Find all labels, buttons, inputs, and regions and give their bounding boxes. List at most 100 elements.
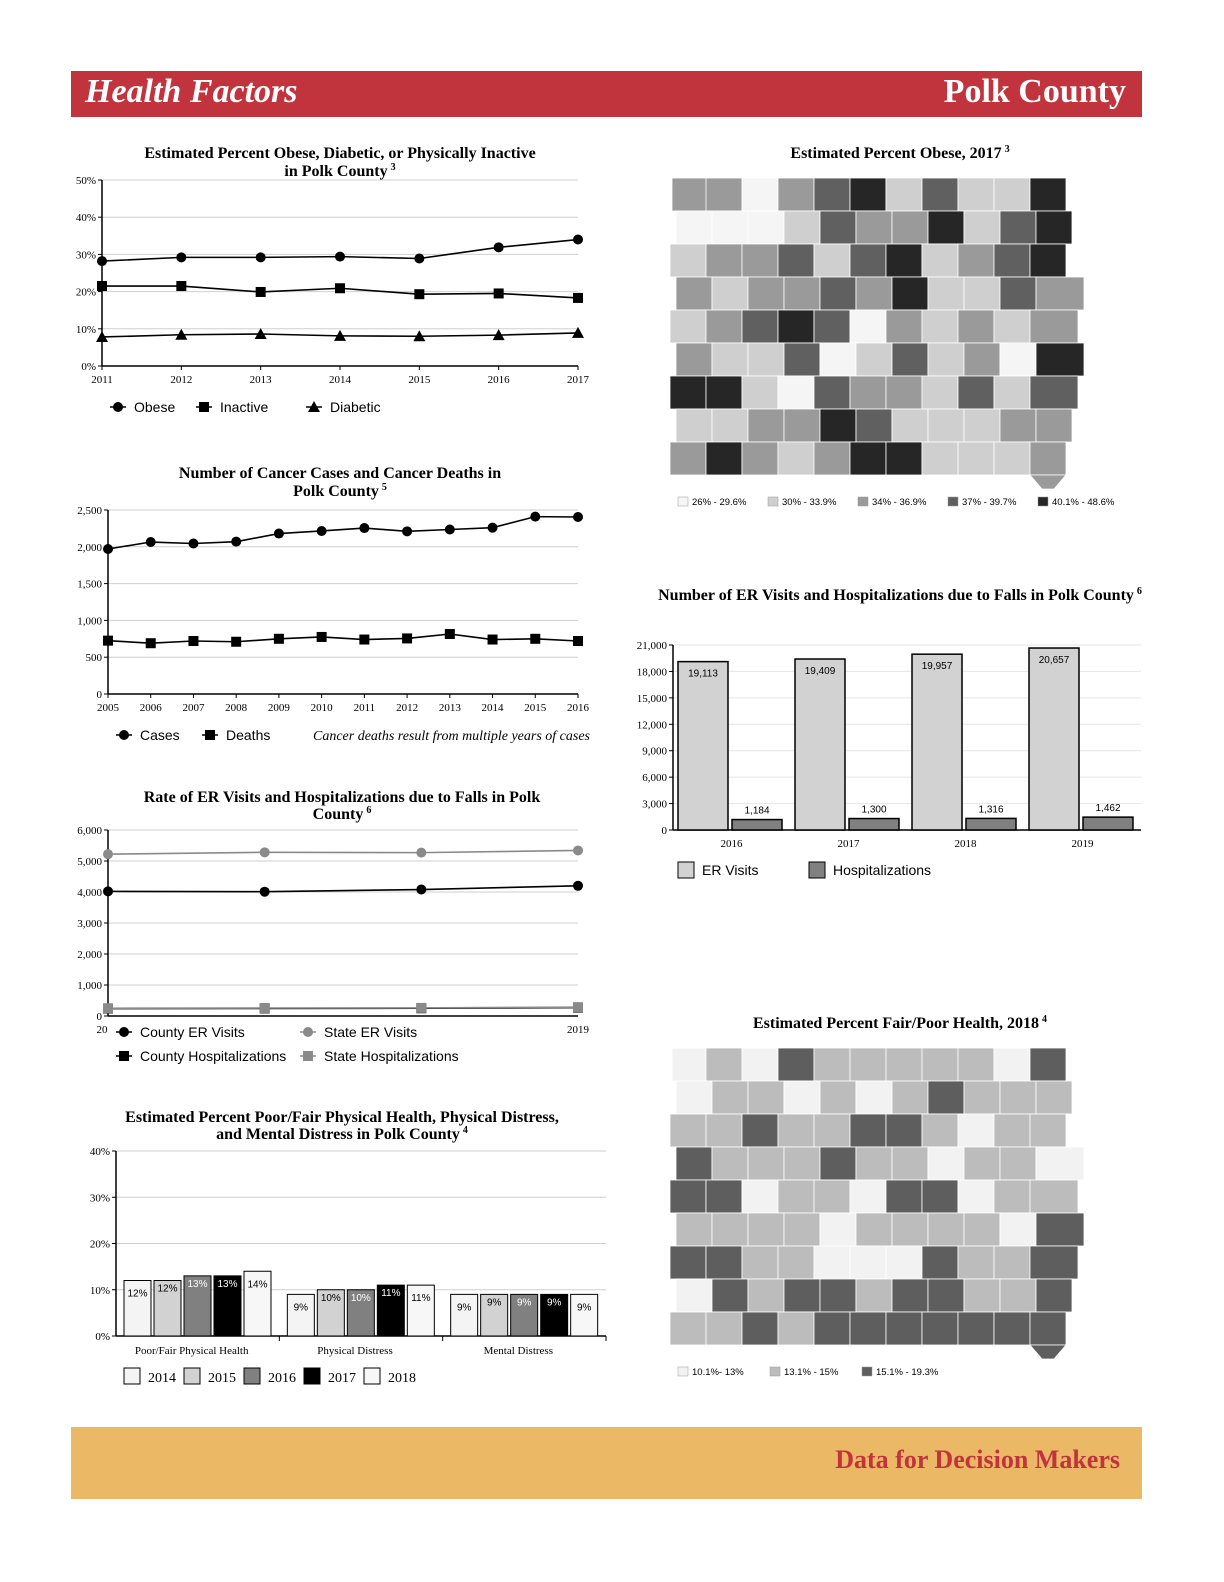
county bbox=[963, 1146, 1001, 1181]
county bbox=[927, 1278, 965, 1313]
bar-2014 bbox=[123, 1280, 152, 1337]
x-category-label: Mental Distress bbox=[484, 1345, 553, 1357]
falls-er-hospitalizations-chart: Number of ER Visits and Hospitalizations… bbox=[610, 582, 1150, 892]
chart-title-footnote: 4 bbox=[463, 1125, 468, 1136]
x-tick-label-start: 20 bbox=[97, 1024, 109, 1036]
county bbox=[1029, 1047, 1067, 1082]
county bbox=[849, 1311, 887, 1346]
data-point-obese bbox=[255, 252, 266, 263]
data-point bbox=[416, 1002, 427, 1013]
county bbox=[669, 441, 707, 476]
y-tick-label: 18,000 bbox=[637, 666, 668, 678]
y-tick-label: 2,000 bbox=[77, 949, 102, 961]
x-tick-label: 2005 bbox=[97, 702, 120, 714]
county bbox=[783, 1146, 821, 1181]
footer-tagline: Data for Decision Makers bbox=[835, 1445, 1120, 1474]
bar-2017 bbox=[213, 1275, 242, 1337]
county bbox=[813, 1179, 851, 1214]
y-tick-label: 30% bbox=[90, 1192, 110, 1204]
county bbox=[813, 1245, 851, 1280]
county bbox=[741, 1047, 779, 1082]
data-point bbox=[416, 884, 427, 895]
x-tick-label: 2015 bbox=[408, 374, 431, 386]
county bbox=[819, 276, 857, 311]
county bbox=[855, 1212, 893, 1247]
x-tick-label: 2013 bbox=[250, 374, 273, 386]
county bbox=[849, 309, 887, 344]
x-category-label: Poor/Fair Physical Health bbox=[135, 1345, 249, 1357]
county bbox=[957, 375, 995, 410]
header-band: Health Factors Polk County bbox=[71, 71, 1142, 117]
legend-label: 2018 bbox=[388, 1371, 416, 1386]
county bbox=[921, 1245, 959, 1280]
county bbox=[885, 1113, 923, 1148]
data-point-inactive bbox=[97, 281, 107, 292]
poor-health-distress-chart: Estimated Percent Poor/Fair Physical Hea… bbox=[60, 1102, 620, 1402]
county bbox=[885, 309, 923, 344]
county bbox=[957, 441, 995, 476]
x-tick-label: 2013 bbox=[439, 702, 462, 714]
county bbox=[957, 177, 995, 212]
county-tail bbox=[1029, 1344, 1067, 1360]
map-legend-swatch bbox=[947, 496, 959, 507]
y-tick-label: 6,000 bbox=[77, 825, 102, 837]
county bbox=[921, 1311, 959, 1346]
data-point-inactive bbox=[335, 283, 345, 294]
county bbox=[885, 441, 923, 476]
series-line bbox=[107, 885, 579, 893]
data-point-inactive bbox=[176, 281, 187, 292]
map-title-footnote: 3 bbox=[1005, 144, 1010, 155]
chart-title-line2: and Mental Distress in Polk County 4 bbox=[216, 1125, 468, 1143]
county bbox=[669, 243, 707, 278]
county bbox=[819, 210, 857, 245]
county bbox=[1029, 177, 1067, 212]
chart-title: Number of Cancer Cases and Cancer Deaths… bbox=[179, 465, 501, 482]
chart-title: Rate of ER Visits and Hospitalizations d… bbox=[144, 789, 541, 806]
data-point-diabetic bbox=[572, 326, 584, 338]
county bbox=[849, 1047, 887, 1082]
x-tick-label: 2015 bbox=[524, 702, 547, 714]
map-title: Estimated Percent Fair/Poor Health, 2018… bbox=[753, 1014, 1047, 1032]
county bbox=[963, 1212, 1001, 1247]
bar-data-label: 13% bbox=[187, 1279, 207, 1290]
county bbox=[747, 408, 785, 443]
legend-label-deaths: Deaths bbox=[226, 727, 270, 743]
bar-2016 bbox=[183, 1275, 212, 1337]
county bbox=[993, 375, 1031, 410]
county bbox=[747, 1080, 785, 1115]
county bbox=[921, 1113, 959, 1148]
legend-label-diabetic: Diabetic bbox=[330, 399, 381, 415]
data-point-diabetic bbox=[96, 330, 108, 342]
legend-label: State Hospitalizations bbox=[324, 1048, 459, 1064]
map-title: Estimated Percent Obese, 2017 3 bbox=[790, 144, 1009, 162]
county bbox=[741, 1311, 779, 1346]
series-line-cases bbox=[107, 515, 579, 550]
county bbox=[819, 1080, 857, 1115]
county bbox=[747, 1146, 785, 1181]
y-tick-label: 15,000 bbox=[637, 693, 668, 705]
x-tick-label: 2009 bbox=[268, 702, 291, 714]
y-tick-label: 2,500 bbox=[77, 505, 102, 517]
y-tick-label: 3,000 bbox=[77, 918, 102, 930]
bar-er-visits bbox=[1028, 647, 1080, 831]
county bbox=[999, 342, 1037, 377]
county bbox=[921, 1047, 959, 1082]
map-legend-swatch bbox=[857, 496, 869, 507]
data-point-diabetic bbox=[492, 329, 505, 341]
county bbox=[705, 1113, 743, 1148]
data-point-deaths bbox=[231, 636, 242, 647]
county bbox=[999, 210, 1037, 245]
data-point-cases bbox=[359, 523, 370, 534]
county bbox=[777, 1113, 815, 1148]
y-tick-label: 3,000 bbox=[642, 799, 667, 811]
county bbox=[741, 375, 779, 410]
county bbox=[711, 408, 749, 443]
county bbox=[855, 1146, 893, 1181]
county bbox=[813, 309, 851, 344]
legend-swatch bbox=[183, 1367, 201, 1385]
county bbox=[849, 243, 887, 278]
map-legend-label: 10.1%- 13% bbox=[692, 1367, 744, 1378]
bar-data-label: 19,409 bbox=[805, 666, 836, 677]
county-title: Polk County bbox=[943, 73, 1126, 110]
y-tick-label: 10% bbox=[90, 1285, 110, 1297]
